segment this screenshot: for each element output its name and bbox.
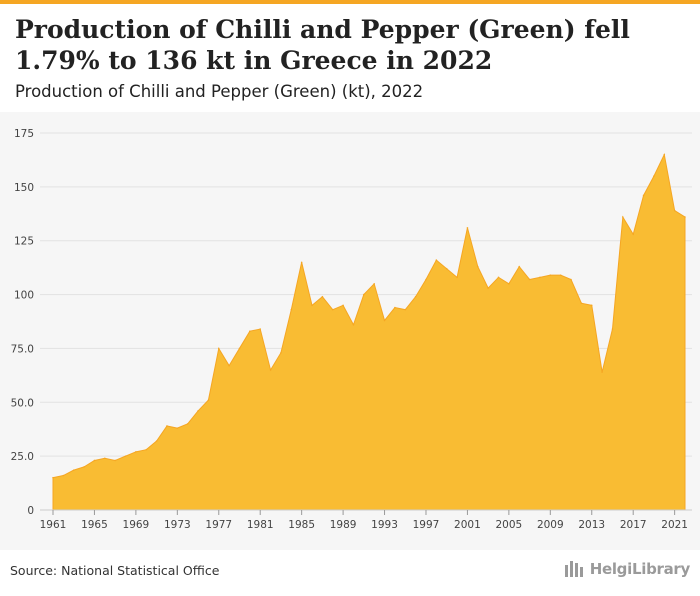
- data-point: [228, 364, 230, 367]
- data-point: [580, 302, 583, 304]
- data-point: [269, 369, 272, 371]
- accent-bar: [0, 0, 700, 4]
- data-point: [549, 274, 552, 276]
- data-point: [684, 216, 686, 218]
- data-point: [425, 278, 427, 281]
- y-tick-label: 0: [27, 505, 34, 517]
- x-tick-label: 1965: [81, 519, 108, 531]
- data-point: [145, 448, 148, 451]
- x-tick-label: 2001: [454, 519, 481, 531]
- x-tick-label: 1977: [205, 519, 232, 531]
- data-point: [342, 304, 344, 307]
- data-point: [311, 304, 313, 307]
- chart-subtitle: Production of Chilli and Pepper (Green) …: [15, 82, 424, 101]
- data-point: [518, 265, 521, 268]
- data-point: [394, 306, 396, 309]
- data-point: [249, 330, 251, 332]
- data-point: [331, 308, 334, 311]
- data-point: [456, 276, 458, 279]
- x-tick-label: 1981: [247, 519, 274, 531]
- data-point: [445, 267, 448, 270]
- y-tick-label: 25.0: [11, 451, 34, 463]
- data-point: [404, 308, 407, 311]
- series-area: [52, 152, 686, 511]
- data-point: [383, 319, 386, 322]
- data-point: [570, 278, 572, 281]
- y-tick-label: 150: [14, 182, 34, 194]
- y-tick-label: 75.0: [11, 343, 34, 355]
- helgi-library-logo: HelgiLibrary: [564, 560, 691, 578]
- x-tick-label: 1961: [40, 519, 67, 531]
- data-point: [166, 425, 168, 427]
- data-point: [290, 308, 293, 311]
- data-point: [373, 283, 375, 285]
- data-point: [197, 410, 199, 412]
- data-point: [135, 451, 137, 453]
- chart-header: Production of Chilli and Pepper (Green) …: [0, 4, 700, 112]
- data-point: [632, 233, 634, 236]
- logo-text: HelgiLibrary: [589, 560, 691, 578]
- y-tick-label: 100: [14, 290, 34, 302]
- data-point: [186, 423, 189, 425]
- data-point: [62, 474, 65, 477]
- y-tick-label: 175: [14, 128, 34, 140]
- x-tick-label: 1993: [371, 519, 398, 531]
- data-point: [93, 459, 96, 462]
- data-point: [300, 261, 303, 264]
- x-tick-label: 2005: [496, 519, 523, 531]
- data-point: [663, 153, 666, 156]
- data-point: [601, 371, 603, 373]
- x-tick-label: 1985: [288, 519, 315, 531]
- data-point: [321, 295, 324, 298]
- data-point: [673, 209, 676, 212]
- x-tick-label: 1997: [413, 519, 440, 531]
- data-point: [539, 276, 541, 279]
- data-point: [104, 457, 106, 460]
- x-tick-label: 2017: [620, 519, 647, 531]
- data-point: [176, 427, 179, 429]
- data-point: [259, 328, 262, 330]
- data-point: [52, 476, 54, 479]
- data-point: [238, 347, 241, 350]
- source-note: Source: National Statistical Office: [10, 563, 220, 578]
- data-point: [217, 347, 220, 350]
- data-point: [476, 265, 479, 268]
- data-point: [622, 216, 624, 218]
- data-point: [114, 459, 116, 462]
- data-point: [611, 328, 614, 330]
- data-point: [363, 293, 365, 296]
- x-tick-label: 1989: [330, 519, 357, 531]
- data-point: [508, 283, 510, 285]
- data-point: [487, 287, 489, 289]
- data-point: [642, 194, 645, 197]
- data-point: [155, 440, 158, 442]
- x-tick-label: 1969: [123, 519, 150, 531]
- data-point: [414, 295, 417, 298]
- data-point: [590, 304, 593, 307]
- data-point: [83, 466, 85, 468]
- library-columns-icon: [564, 561, 585, 577]
- x-tick-label: 1973: [164, 519, 191, 531]
- data-point: [497, 276, 500, 279]
- data-point: [124, 455, 127, 457]
- x-tick-label: 2009: [537, 519, 564, 531]
- data-point: [559, 274, 562, 276]
- data-point: [653, 175, 655, 177]
- y-tick-label: 125: [14, 236, 34, 248]
- data-point: [466, 226, 469, 229]
- data-point: [72, 469, 75, 471]
- chart-title: Production of Chilli and Pepper (Green) …: [15, 15, 630, 75]
- x-tick-label: 2021: [661, 519, 688, 531]
- y-tick-label: 50.0: [11, 397, 34, 409]
- data-point: [528, 278, 531, 281]
- x-tick-label: 2013: [578, 519, 605, 531]
- data-point: [352, 323, 355, 326]
- data-point: [207, 399, 210, 401]
- data-point: [435, 259, 438, 261]
- data-point: [280, 351, 282, 354]
